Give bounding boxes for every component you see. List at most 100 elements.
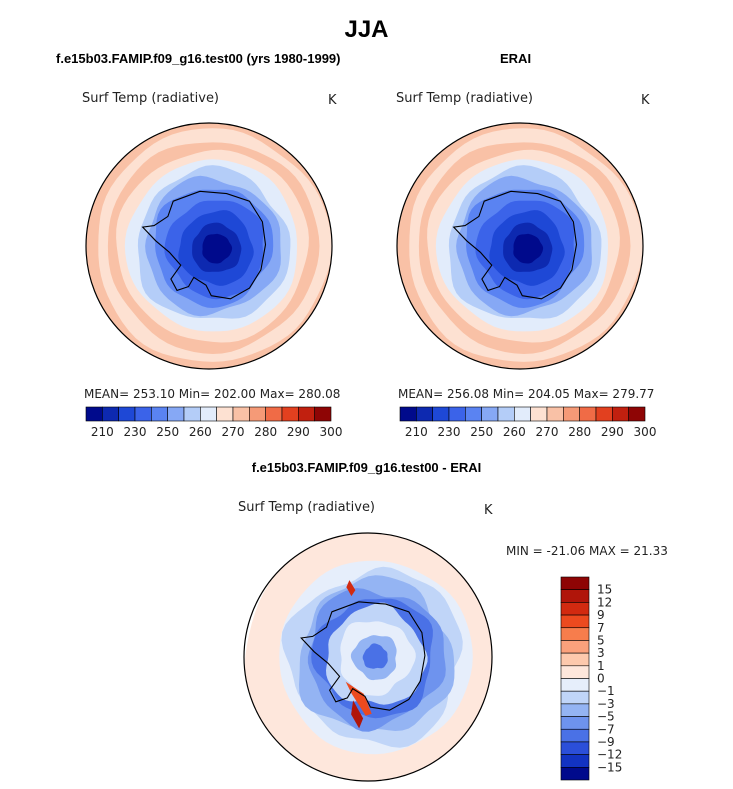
left-coastline [141,190,267,300]
right-colorbar-tick-label: 290 [601,425,624,439]
diff-colorbar-tick-label: −7 [597,722,615,736]
left-colorbar-tick-label: 290 [287,425,310,439]
left-colorbar-tick-label: 300 [320,425,343,439]
left-colorbar-box [298,406,315,422]
diff-colorbar-box [560,602,590,616]
right-colorbar-box [497,406,515,422]
diff-map-border [243,532,493,782]
right-colorbar-box [579,406,597,422]
right-map-border [396,122,644,370]
diff-colorbar-tick-label: −12 [597,748,622,762]
left-case-title: f.e15b03.FAMIP.f09_g16.test00 (yrs 1980-… [56,51,341,66]
diff-colorbar-box [560,703,590,717]
left-colorbar-box [118,406,136,422]
diff-colorbar-tick-label: −1 [597,684,615,698]
diff-colorbar-box [560,627,590,641]
right-colorbar-tick-label: 210 [405,425,428,439]
diff-colorbar-box [560,716,590,730]
right-colorbar-box [399,406,417,422]
diff-colorbar-box [560,589,590,603]
right-colorbar-box [530,406,548,422]
left-colorbar-box [232,406,250,422]
right-colorbar-box [448,406,466,422]
right-colorbar-tick-label: 250 [470,425,493,439]
left-map [85,122,333,370]
diff-map [243,532,493,782]
diff-colorbar-tick-label: 0 [597,672,605,686]
diff-coastline [300,601,426,711]
diff-colorbar-box [560,614,590,629]
diff-colorbar-box [560,640,590,654]
left-colorbar-box [249,406,266,422]
diff-colorbar-tick-label: −3 [597,697,615,711]
right-colorbar-box [546,406,564,422]
left-colorbar-tick-label: 250 [156,425,179,439]
diff-contour [362,643,388,669]
diff-colorbar-tick-label: −15 [597,760,622,774]
diff-colorbar-box [560,652,590,667]
left-colorbar-box [183,406,201,422]
left-colorbar-box [314,406,332,422]
diff-colorbar-tick-label: −5 [597,710,615,724]
diff-colorbar-tick-label: −9 [597,735,615,749]
left-colorbar-box [265,406,283,422]
diff-variable-label: Surf Temp (radiative) [238,500,376,515]
left-colorbar-box [85,406,103,422]
left-colorbar-box [134,406,152,422]
right-stats-label: MEAN= 256.08 Min= 204.05 Max= 279.77 [398,387,655,401]
left-map-border [85,122,333,370]
right-case-title: ERAI [500,51,532,66]
diff-case-title: f.e15b03.FAMIP.f09_g16.test00 - ERAI [251,460,482,475]
right-colorbar-box [465,406,482,422]
right-contour [513,233,544,264]
right-units-label: K [641,93,650,108]
right-map [396,122,644,370]
right-colorbar-box [481,406,499,422]
left-colorbar-box [216,406,234,422]
diff-colorbar-box [560,665,590,679]
right-colorbar-tick-label: 280 [568,425,591,439]
right-colorbar-box [432,406,450,422]
diff-colorbar-box [560,741,590,755]
diff-units-label: K [484,503,493,518]
left-colorbar-tick-label: 230 [124,425,147,439]
right-colorbar-box [612,406,629,422]
diff-anomaly [346,580,356,597]
left-variable-label: Surf Temp (radiative) [82,91,220,106]
diff-colorbar-tick-label: 5 [597,633,605,647]
diff-colorbar-tick-label: 12 [597,595,612,609]
page-title: JJA [344,16,389,43]
left-contour [202,233,233,264]
left-colorbar-box [167,406,185,422]
left-colorbar-tick-label: 270 [222,425,245,439]
diff-colorbar-box [560,754,590,768]
right-colorbar-box [514,406,531,422]
diff-colorbar-box [560,690,590,705]
diff-stats-label: MIN = -21.06 MAX = 21.33 [506,544,668,558]
left-colorbar-tick-label: 210 [91,425,114,439]
right-colorbar-box [628,406,646,422]
right-colorbar-tick-label: 260 [503,425,526,439]
left-stats-label: MEAN= 253.10 Min= 202.00 Max= 280.08 [84,387,341,401]
right-colorbar-tick-label: 230 [438,425,461,439]
diff-colorbar-box [560,767,590,781]
left-colorbar-tick-label: 280 [254,425,277,439]
right-colorbar-tick-label: 300 [634,425,657,439]
right-colorbar-tick-label: 270 [536,425,559,439]
left-colorbar-box [102,406,119,422]
diff-colorbar-box [560,576,590,590]
diff-colorbar-tick-label: 3 [597,646,605,660]
left-colorbar-box [281,406,299,422]
diff-colorbar-tick-label: 15 [597,583,612,597]
left-colorbar-box [200,406,217,422]
left-colorbar-box [151,406,168,422]
left-colorbar-tick-label: 260 [189,425,212,439]
left-units-label: K [328,93,337,108]
right-colorbar-box [563,406,580,422]
diff-colorbar-tick-label: 7 [597,621,605,635]
diff-colorbar-tick-label: 1 [597,659,605,673]
diff-colorbar-tick-label: 9 [597,608,605,622]
diff-colorbar-box [560,728,590,743]
diff-colorbar-box [560,678,590,692]
